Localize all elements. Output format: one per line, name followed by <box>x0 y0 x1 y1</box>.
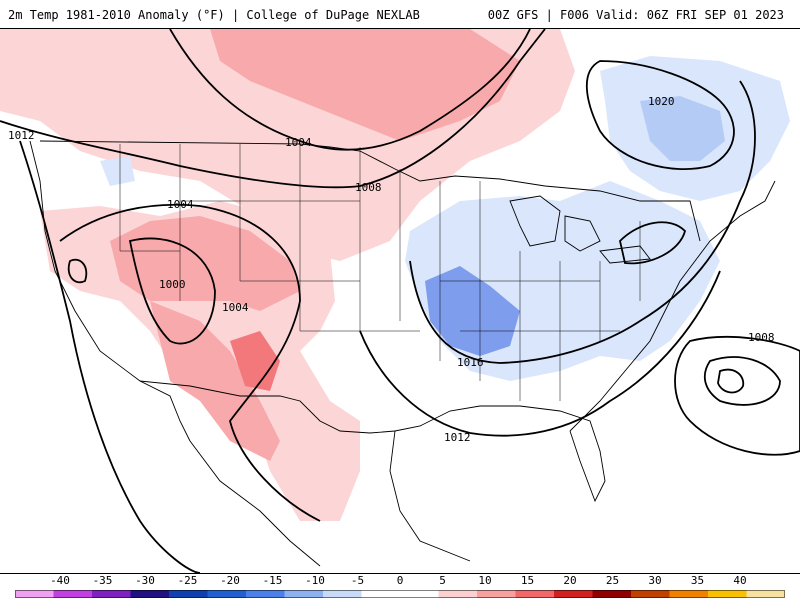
color-scale-segment <box>92 590 131 598</box>
isobar-label-1008-central: 1008 <box>355 181 382 194</box>
color-scale-segment <box>15 590 54 598</box>
map-title: 2m Temp 1981-2010 Anomaly (°F) | College… <box>8 8 420 22</box>
us-mexico-border <box>139 380 396 434</box>
color-scale-segment <box>592 590 632 598</box>
isobar-1008-east-inner <box>703 356 781 406</box>
color-scale-bar <box>15 590 785 598</box>
color-scale-segment <box>515 590 555 598</box>
color-scale-segment <box>669 590 709 598</box>
east-coast <box>569 180 776 432</box>
isobar-label-1004-north: 1004 <box>285 136 312 149</box>
isobar-1012-south <box>359 270 721 437</box>
isobars <box>0 29 800 573</box>
isobar-1020-small <box>619 221 686 265</box>
color-scale-label: -30 <box>135 574 155 587</box>
west-coast <box>29 140 191 442</box>
color-scale-segment <box>746 590 785 598</box>
isobar-1020 <box>585 60 735 170</box>
isobar-1000 <box>128 237 216 345</box>
color-scale-label: -35 <box>92 574 113 587</box>
color-scale-label: -20 <box>220 574 240 587</box>
isobar-1008-central <box>0 29 546 189</box>
isobar-label-1004-southwest: 1004 <box>222 301 249 314</box>
model-run-info: 00Z GFS | F006 Valid: 06Z FRI SEP 01 202… <box>487 8 784 22</box>
color-scale-segment <box>130 590 170 598</box>
cool-region-west-small <box>100 156 135 186</box>
isobar-1004-small-west <box>67 258 88 284</box>
great-lakes <box>509 195 651 264</box>
color-scale-segment <box>708 590 747 598</box>
color-scale-segment <box>169 590 208 598</box>
warm-region-core-north <box>210 29 520 141</box>
color-scale-label: -10 <box>305 574 325 587</box>
color-scale-label: 40 <box>733 574 747 587</box>
color-scale-segment <box>284 590 324 598</box>
isobar-label-1004-west: 1004 <box>167 198 194 211</box>
color-scale-label: -15 <box>262 574 283 587</box>
isobar-label-1016: 1016 <box>457 356 484 369</box>
color-scale-segment <box>246 590 285 598</box>
color-scale-labels: -40 -35 -30 -25 -20 -15 -10 -5 0 5 10 15 20 25 30 35 40 <box>0 574 800 588</box>
us-canada-border <box>39 140 701 242</box>
gulf-coast <box>394 405 606 503</box>
isobar-1004-west <box>59 203 321 522</box>
color-scale-segment <box>53 590 93 598</box>
isobar-label-1020: 1020 <box>648 95 675 108</box>
color-scale-label: 30 <box>648 574 662 587</box>
cool-region-core-quebec <box>640 96 725 161</box>
isobar-1016 <box>409 80 756 364</box>
isobar-1008-east-outer <box>674 335 800 456</box>
isobar-1004-north <box>169 29 531 151</box>
isobar-label-1000: 1000 <box>159 278 186 291</box>
color-scale-label: 20 <box>563 574 577 587</box>
cool-region-core-midsouth <box>425 266 520 356</box>
header-bar: 2m Temp 1981-2010 Anomaly (°F) | College… <box>0 0 800 28</box>
color-scale-label: -25 <box>177 574 198 587</box>
color-scale: -40 -35 -30 -25 -20 -15 -10 -5 0 5 10 15 20 25 30 35 40 <box>0 574 800 600</box>
color-scale-label: 35 <box>690 574 705 587</box>
color-scale-segment <box>554 590 593 598</box>
isobar-label-1012-west: 1012 <box>8 129 35 142</box>
mexico-coast <box>189 430 471 567</box>
map-svg: 1012 1004 1008 1004 1000 1004 1020 1016 … <box>0 29 800 573</box>
color-scale-label: 0 <box>396 574 404 587</box>
warm-region-southwest <box>150 301 280 461</box>
color-scale-label: -5 <box>350 574 365 587</box>
isobar-labels: 1012 1004 1008 1004 1000 1004 1020 1016 … <box>8 95 775 444</box>
color-scale-label: 10 <box>478 574 492 587</box>
isobar-label-1012-south: 1012 <box>444 431 471 444</box>
geography-lines <box>29 140 776 567</box>
color-scale-segment <box>400 590 439 598</box>
color-scale-segment <box>477 590 516 598</box>
color-scale-segment <box>438 590 478 598</box>
isobar-low-center <box>717 368 745 394</box>
isobar-1012-west <box>19 140 201 573</box>
color-scale-label: 5 <box>439 574 446 587</box>
color-scale-label: 15 <box>520 574 535 587</box>
isobar-label-1008-east: 1008 <box>748 331 775 344</box>
anomaly-map: 1012 1004 1008 1004 1000 1004 1020 1016 … <box>0 28 800 574</box>
state-lines <box>119 144 641 401</box>
color-scale-segment <box>323 590 362 598</box>
color-scale-segment <box>631 590 670 598</box>
color-scale-outline <box>15 590 785 598</box>
color-scale-label: -40 <box>50 574 70 587</box>
color-scale-label: 25 <box>605 574 620 587</box>
warm-region-core-southwest <box>230 331 280 391</box>
color-scale-segment <box>361 590 401 598</box>
color-scale-segment <box>207 590 247 598</box>
